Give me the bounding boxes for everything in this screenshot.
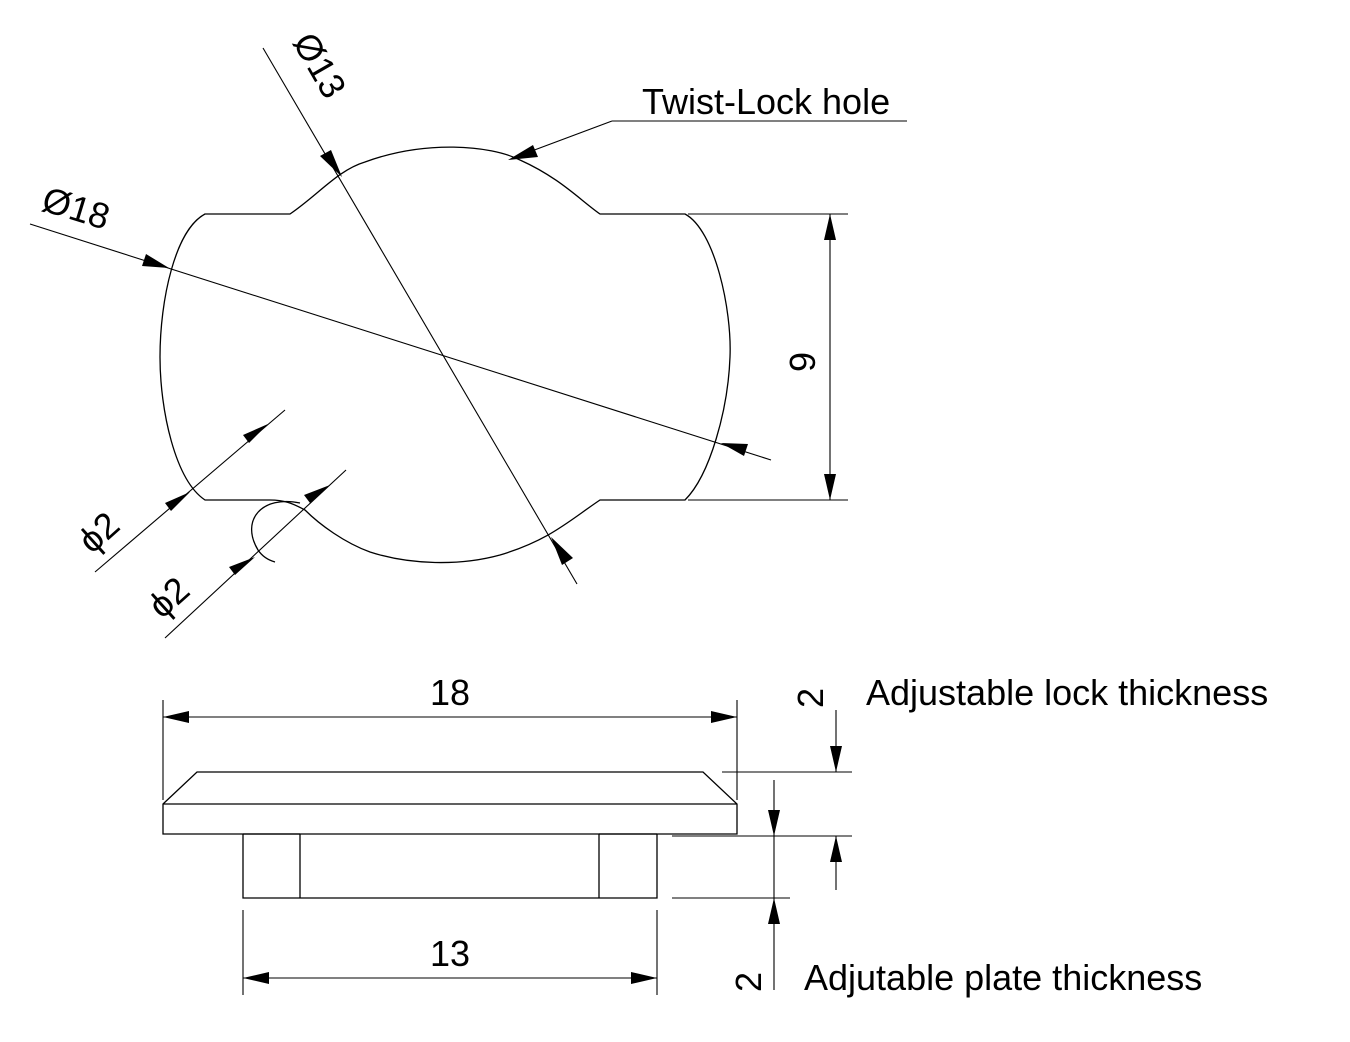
dia18-label: Ø18 (38, 178, 115, 237)
height-arrow-top (824, 214, 836, 240)
top-view: Twist-Lock hole Ø18 Ø13 9 ϕ2 ϕ2 (29, 26, 907, 639)
lock-arrow-bottom (830, 836, 842, 862)
dia18-leader (29, 223, 772, 461)
radius1-arrow-b (243, 424, 268, 443)
dia13-label: Ø13 (285, 26, 355, 105)
radius2-arrow-b (304, 485, 330, 503)
radius2-leader (164, 469, 347, 639)
lock-thickness-label: Adjustable lock thickness (866, 672, 1268, 713)
width18-arrow-left (163, 711, 189, 723)
callout-label: Twist-Lock hole (642, 81, 890, 122)
width18-label: 18 (430, 672, 470, 713)
width13-label: 13 (430, 933, 470, 974)
plate-arrow-top (768, 810, 780, 836)
width18-arrow-right (711, 711, 737, 723)
radius2-arrow-a (229, 557, 255, 575)
flange-outline (162, 771, 738, 835)
lock-arrow-top (830, 746, 842, 772)
dia13-arrow-bottom (551, 537, 573, 565)
dia13-arrow-top (320, 150, 342, 177)
width13-arrow-left (243, 972, 269, 984)
lock-thickness-value: 2 (790, 688, 831, 708)
width13-arrow-right (631, 972, 657, 984)
twist-lock-hole-outline (159, 146, 731, 564)
radius2-label: ϕ2 (140, 569, 197, 626)
boss-outline (242, 834, 658, 899)
plate-thickness-value: 2 (728, 972, 769, 992)
notch-radius-arc (251, 500, 301, 563)
dia18-arrow-left (142, 254, 169, 268)
radius1-arrow-a (165, 492, 190, 511)
plate-thickness-label: Adjutable plate thickness (804, 957, 1202, 998)
side-view: 18 13 2 Adjustable lock thickness 2 Adju… (162, 672, 1268, 998)
dia13-leader (262, 47, 578, 585)
callout-arrow (508, 145, 538, 160)
height-arrow-bottom (824, 474, 836, 500)
dia18-arrow-right (721, 443, 748, 456)
height-label: 9 (782, 352, 823, 372)
plate-arrow-bottom (768, 898, 780, 924)
